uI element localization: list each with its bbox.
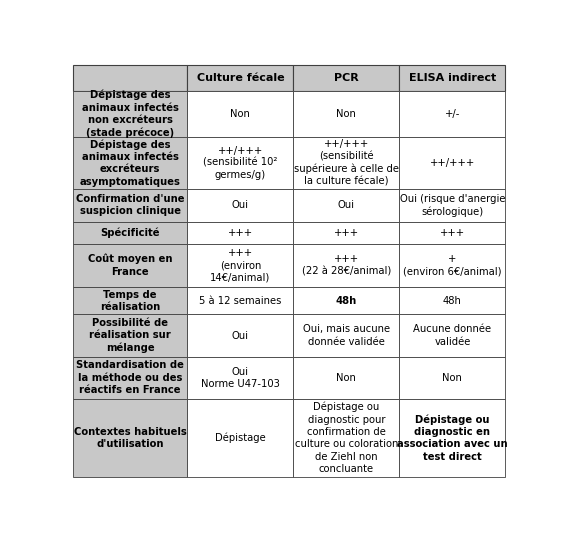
Text: +++: +++ (440, 228, 465, 238)
Bar (187, 222, 293, 244)
Text: Oui
Norme U47-103: Oui Norme U47-103 (201, 367, 280, 389)
Bar (293, 91, 399, 137)
Text: Coût moyen en
France: Coût moyen en France (88, 254, 172, 277)
Bar (399, 222, 505, 244)
Text: Aucune donnée
validée: Aucune donnée validée (413, 324, 491, 347)
Text: Non: Non (443, 373, 462, 383)
Bar (293, 244, 399, 287)
Text: +
(environ 6€/animal): + (environ 6€/animal) (403, 254, 501, 277)
Text: Dépistage: Dépistage (215, 433, 266, 443)
Bar (73, 399, 187, 477)
Bar (73, 189, 187, 222)
Text: Non: Non (337, 373, 356, 383)
Text: Standardisation de
la méthode ou des
réactifs en France: Standardisation de la méthode ou des réa… (76, 360, 184, 395)
Text: Contextes habituels
d'utilisation: Contextes habituels d'utilisation (74, 427, 186, 449)
Bar (399, 287, 505, 315)
Text: Oui: Oui (338, 200, 355, 210)
Text: Non: Non (231, 109, 250, 119)
Bar (399, 66, 505, 91)
Bar (293, 287, 399, 315)
Text: Culture fécale: Culture fécale (197, 73, 284, 83)
Bar (73, 91, 187, 137)
Text: Spécificité: Spécificité (100, 227, 160, 238)
Text: +++
(22 à 28€/animal): +++ (22 à 28€/animal) (302, 254, 391, 277)
Bar (187, 189, 293, 222)
Text: 48h: 48h (336, 296, 357, 306)
Text: +++: +++ (334, 228, 359, 238)
Text: ELISA indirect: ELISA indirect (409, 73, 496, 83)
Bar (293, 222, 399, 244)
Bar (293, 357, 399, 399)
Bar (293, 137, 399, 189)
Text: Oui (risque d'anergie
sérologique): Oui (risque d'anergie sérologique) (400, 194, 505, 217)
Bar (293, 399, 399, 477)
Bar (73, 287, 187, 315)
Bar (399, 315, 505, 357)
Bar (73, 66, 187, 91)
Text: ++/+++: ++/+++ (430, 158, 475, 168)
Text: Temps de
réalisation: Temps de réalisation (100, 289, 160, 312)
Text: Non: Non (337, 109, 356, 119)
Bar (293, 189, 399, 222)
Text: 48h: 48h (443, 296, 462, 306)
Bar (399, 399, 505, 477)
Bar (293, 66, 399, 91)
Text: +++: +++ (228, 228, 253, 238)
Bar (293, 315, 399, 357)
Bar (399, 357, 505, 399)
Bar (187, 315, 293, 357)
Text: Possibilité de
réalisation sur
mélange: Possibilité de réalisation sur mélange (89, 318, 171, 353)
Text: ++/+++
(sensibilité
supérieure à celle de
la culture fécale): ++/+++ (sensibilité supérieure à celle d… (294, 139, 399, 187)
Text: Dépistage des
animaux infectés
non excréteurs
(stade précoce): Dépistage des animaux infectés non excré… (82, 90, 178, 138)
Text: ++/+++
(sensibilité 10²
germes/g): ++/+++ (sensibilité 10² germes/g) (203, 146, 277, 180)
Bar (187, 91, 293, 137)
Text: Dépistage ou
diagnostic pour
confirmation de
culture ou coloration
de Ziehl non
: Dépistage ou diagnostic pour confirmatio… (295, 402, 398, 474)
Bar (187, 66, 293, 91)
Text: 5 à 12 semaines: 5 à 12 semaines (199, 296, 281, 306)
Bar (399, 189, 505, 222)
Bar (187, 244, 293, 287)
Text: Oui: Oui (232, 200, 249, 210)
Text: Oui: Oui (232, 331, 249, 340)
Text: Dépistage ou
diagnostic en
association avec un
test direct: Dépistage ou diagnostic en association a… (397, 414, 508, 462)
Bar (399, 91, 505, 137)
Bar (187, 287, 293, 315)
Bar (73, 315, 187, 357)
Bar (399, 137, 505, 189)
Bar (399, 244, 505, 287)
Text: Oui, mais aucune
donnée validée: Oui, mais aucune donnée validée (303, 324, 390, 347)
Text: +++
(environ
14€/animal): +++ (environ 14€/animal) (210, 248, 271, 283)
Bar (187, 137, 293, 189)
Text: Confirmation d'une
suspicion clinique: Confirmation d'une suspicion clinique (76, 194, 184, 216)
Bar (73, 244, 187, 287)
Text: Dépistage des
animaux infectés
excréteurs
asymptomatiques: Dépistage des animaux infectés excréteur… (80, 139, 180, 187)
Bar (187, 357, 293, 399)
Bar (73, 222, 187, 244)
Bar (73, 357, 187, 399)
Bar (187, 399, 293, 477)
Text: +/-: +/- (445, 109, 460, 119)
Bar (73, 137, 187, 189)
Text: PCR: PCR (334, 73, 359, 83)
